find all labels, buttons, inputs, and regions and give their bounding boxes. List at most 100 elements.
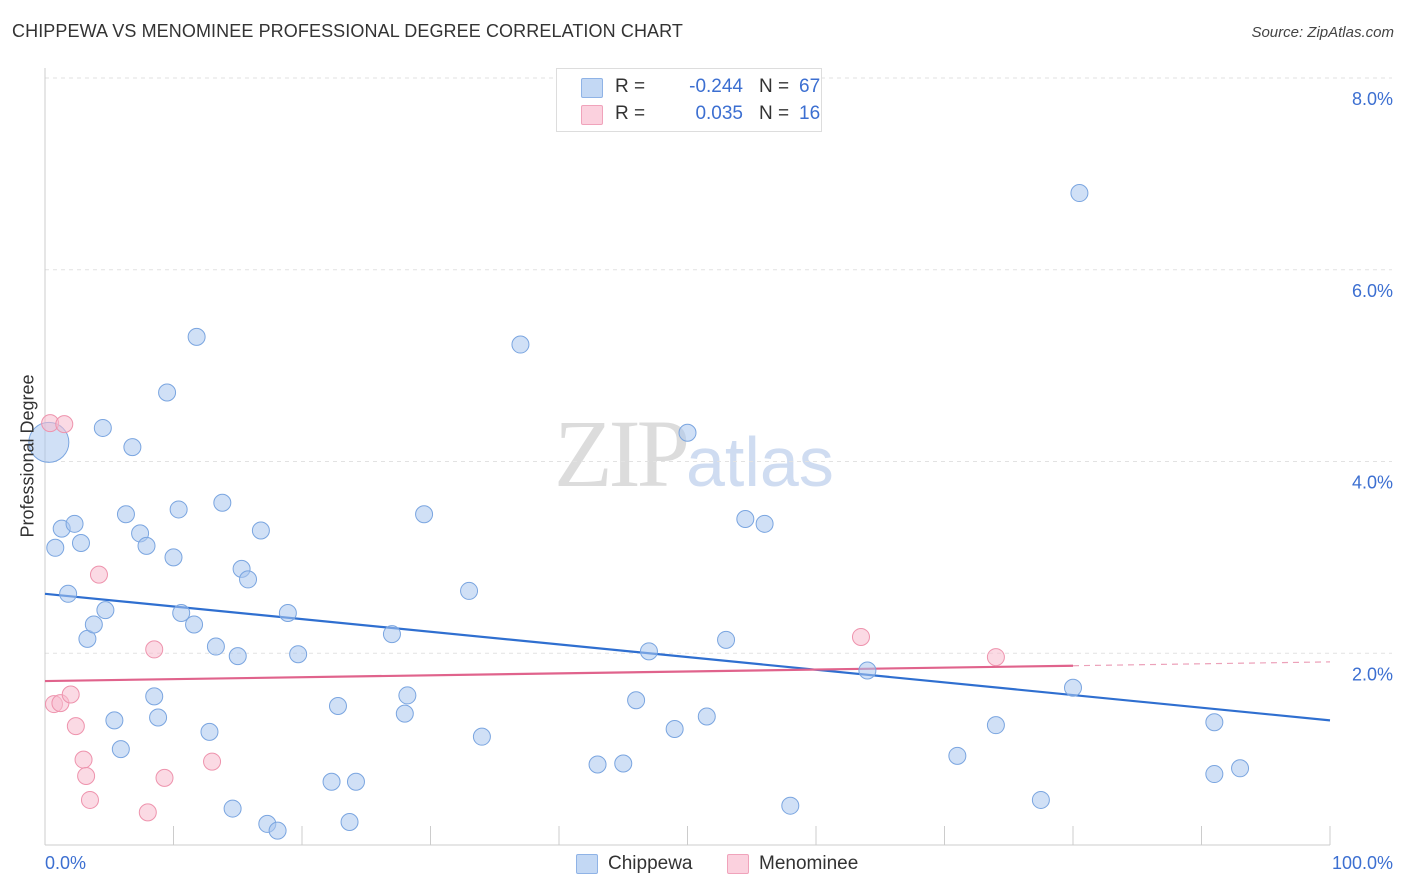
point-chippewa — [137, 536, 156, 555]
point-chippewa — [251, 521, 270, 540]
point-menominee — [61, 685, 80, 704]
point-chippewa — [697, 707, 716, 726]
point-chippewa — [1031, 790, 1050, 809]
point-chippewa — [948, 746, 967, 765]
point-chippewa — [460, 581, 479, 600]
x-tick-label-min: 0.0% — [45, 853, 86, 873]
point-chippewa — [588, 755, 607, 774]
point-chippewa — [46, 538, 65, 557]
point-chippewa — [627, 691, 646, 710]
legend-r-label: R = — [615, 76, 646, 97]
point-chippewa — [158, 383, 177, 402]
point-chippewa — [639, 642, 658, 661]
point-chippewa — [665, 719, 684, 738]
legend-n-value: 16 — [799, 103, 821, 124]
point-chippewa — [268, 821, 287, 840]
point-menominee — [138, 803, 157, 822]
point-chippewa — [1064, 678, 1082, 697]
tick-labels: 2.0% 4.0% 6.0% 8.0% 0.0% 100.0% — [45, 89, 1393, 873]
point-menominee — [155, 768, 174, 787]
point-chippewa — [415, 505, 434, 524]
point-chippewa — [755, 514, 774, 533]
point-menominee — [55, 415, 74, 434]
x-tick-label-max: 100.0% — [1332, 853, 1393, 873]
watermark: ZIPatlas — [554, 398, 834, 509]
point-chippewa — [116, 505, 135, 524]
bottom-legend-swatch-menominee — [727, 854, 749, 874]
trend-extension-menominee — [1072, 661, 1331, 667]
point-chippewa — [65, 514, 84, 533]
bottom-legend-label: Chippewa — [608, 853, 693, 874]
legend-swatch-chippewa — [581, 78, 603, 98]
point-menominee — [89, 565, 108, 584]
point-menominee — [66, 717, 85, 736]
point-menominee — [80, 790, 99, 809]
point-chippewa — [206, 637, 225, 656]
y-tick-label: 4.0% — [1352, 473, 1393, 493]
point-chippewa — [278, 603, 297, 622]
point-chippewa — [96, 601, 115, 620]
point-chippewa — [187, 327, 206, 346]
point-menominee — [77, 766, 96, 785]
y-axis-label: Professional Degree — [17, 374, 38, 538]
point-chippewa — [346, 772, 365, 791]
point-menominee — [851, 627, 870, 646]
point-chippewa — [781, 796, 800, 815]
legend-n-label: N = — [759, 103, 790, 124]
point-menominee — [145, 640, 164, 659]
trend-lines — [44, 592, 1331, 722]
legend-r-value: -0.244 — [689, 76, 743, 97]
y-tick-label: 6.0% — [1352, 281, 1393, 301]
axes — [44, 68, 1331, 846]
point-chippewa — [59, 584, 78, 603]
point-chippewa — [200, 722, 219, 741]
point-chippewa — [717, 630, 736, 649]
point-chippewa — [185, 615, 204, 634]
y-tick-label: 2.0% — [1352, 664, 1393, 684]
point-chippewa — [228, 647, 247, 666]
point-chippewa — [382, 625, 401, 644]
chart-title: CHIPPEWA VS MENOMINEE PROFESSIONAL DEGRE… — [12, 21, 684, 41]
trend-line-menominee — [44, 664, 1074, 683]
point-chippewa — [169, 500, 188, 519]
point-chippewa — [239, 570, 258, 589]
point-chippewa — [1205, 765, 1224, 784]
trend-line-chippewa — [44, 592, 1331, 722]
watermark-zip: ZIP — [554, 400, 690, 507]
legend-r-label: R = — [615, 103, 646, 124]
point-chippewa — [340, 812, 359, 831]
bottom-legend-swatch-chippewa — [576, 854, 598, 874]
point-chippewa — [93, 418, 112, 437]
point-chippewa — [511, 335, 530, 354]
legend-r-value: 0.035 — [695, 103, 743, 124]
point-chippewa — [736, 510, 755, 529]
point-chippewa — [105, 711, 124, 730]
point-menominee — [986, 648, 1005, 667]
point-chippewa — [71, 533, 90, 552]
legend-n-label: N = — [759, 76, 790, 97]
legend-n-value: 67 — [799, 76, 821, 97]
point-chippewa — [213, 493, 232, 512]
point-chippewa — [223, 799, 242, 818]
point-chippewa — [149, 708, 168, 727]
stats-legend: R = -0.244 N = 67 R = 0.035 N = 16 — [556, 68, 822, 132]
point-chippewa — [858, 661, 877, 680]
point-chippewa — [123, 438, 142, 457]
point-chippewa — [84, 615, 103, 634]
point-chippewa — [289, 645, 308, 664]
point-chippewa — [322, 772, 341, 791]
point-chippewa — [614, 754, 633, 773]
legend-swatch-menominee — [581, 105, 603, 125]
point-chippewa — [172, 603, 191, 622]
point-chippewa — [111, 740, 130, 759]
point-chippewa — [678, 423, 697, 442]
point-chippewa — [395, 704, 414, 723]
point-chippewa — [398, 686, 417, 705]
data-points — [28, 184, 1250, 840]
source-credit: Source: ZipAtlas.com — [1251, 24, 1394, 41]
point-chippewa — [1070, 184, 1089, 203]
point-menominee — [74, 750, 93, 769]
point-chippewa — [1231, 759, 1250, 778]
bottom-legend-label: Menominee — [759, 853, 859, 874]
point-chippewa — [164, 548, 183, 567]
